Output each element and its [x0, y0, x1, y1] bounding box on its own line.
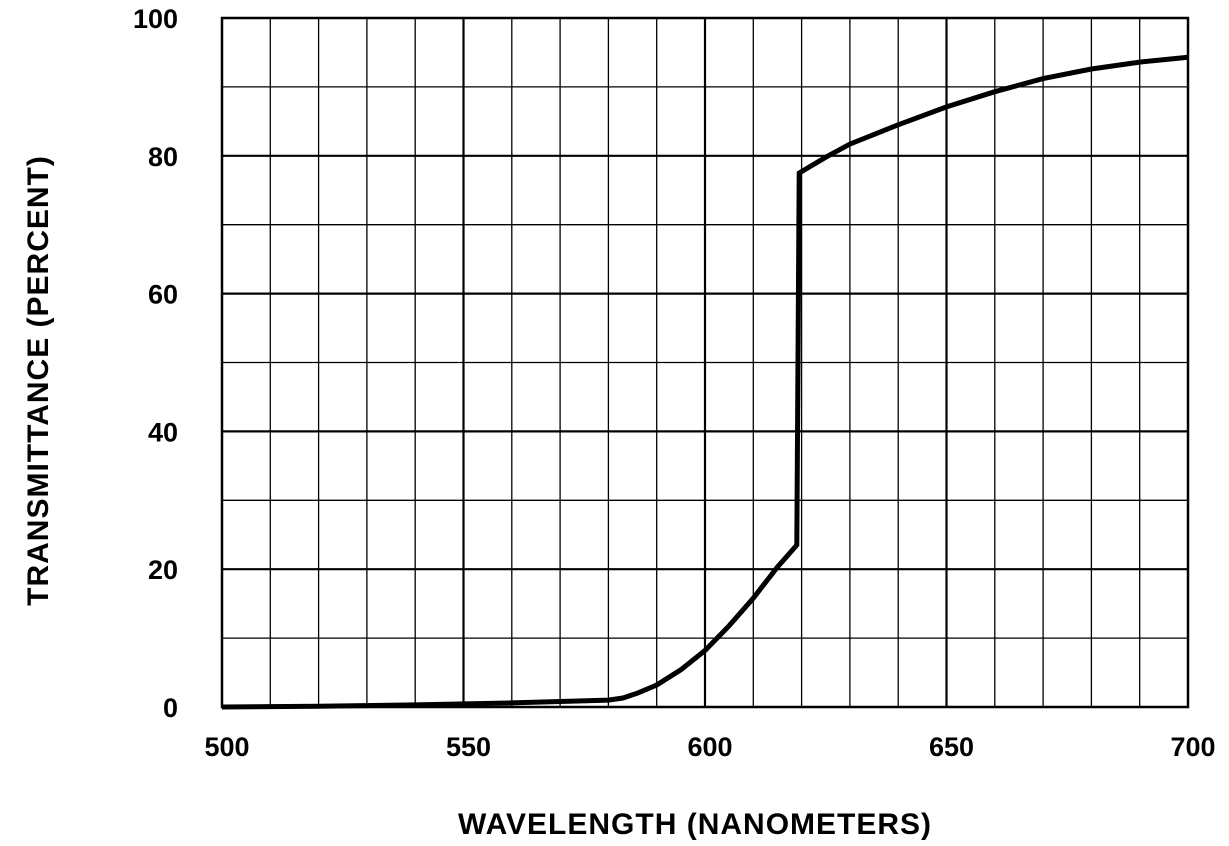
- y-axis-title: TRANSMITTANCE (PERCENT): [22, 155, 55, 606]
- y-tick-label: 80: [148, 142, 178, 172]
- y-tick-label: 100: [133, 4, 178, 34]
- x-tick-label: 650: [929, 732, 974, 762]
- y-tick-label: 40: [148, 417, 178, 447]
- x-tick-label: 550: [446, 732, 491, 762]
- y-tick-label: 60: [148, 280, 178, 310]
- x-axis-tick-labels: 500 550 600 650 700: [204, 732, 1215, 762]
- x-tick-label: 500: [204, 732, 249, 762]
- x-tick-label: 600: [687, 732, 732, 762]
- y-tick-label: 20: [148, 555, 178, 585]
- y-axis-tick-labels: 0 20 40 60 80 100: [133, 4, 178, 723]
- x-axis-title: WAVELENGTH (NANOMETERS): [458, 808, 932, 841]
- y-tick-label: 0: [163, 693, 178, 723]
- grid: [222, 18, 1188, 707]
- x-tick-label: 700: [1170, 732, 1215, 762]
